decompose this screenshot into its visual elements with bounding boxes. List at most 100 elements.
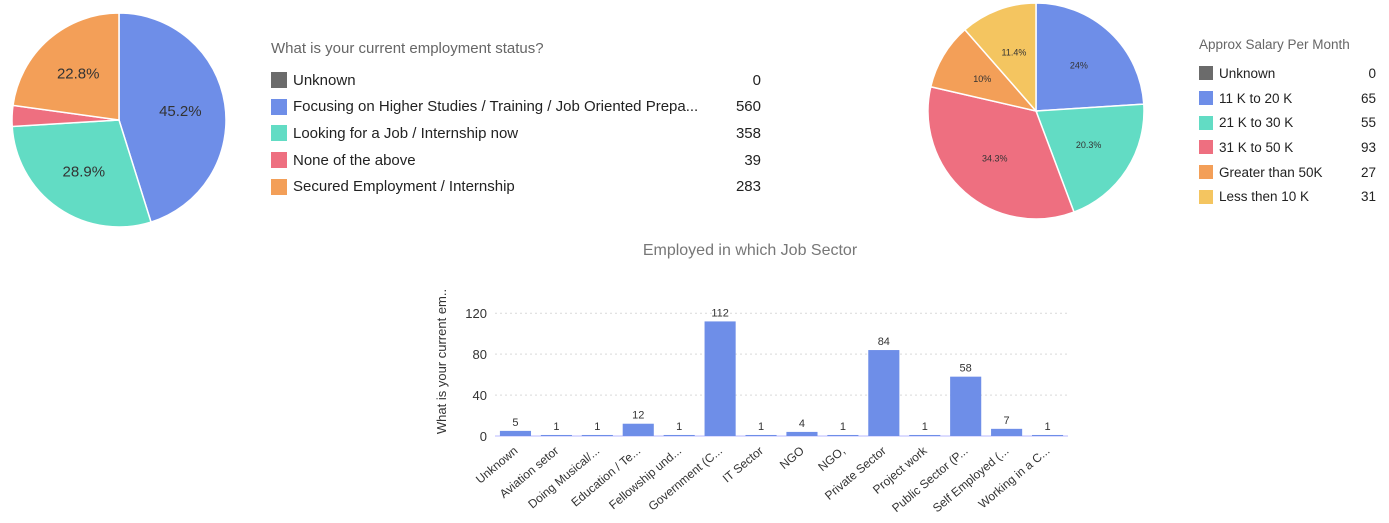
salary-legend-item[interactable]: 31 K to 50 K 93 (1199, 135, 1379, 160)
employment-status-legend-item[interactable]: None of the above 39 (271, 147, 761, 174)
salary-legend-item[interactable]: Greater than 50K 27 (1199, 160, 1379, 185)
bar-value-label: 12 (632, 410, 644, 422)
salary-legend-value: 31 (1360, 189, 1376, 205)
salary-slice-label-31-k-to-50-k: 34.3% (982, 153, 1008, 163)
salary-legend-swatch (1199, 165, 1213, 180)
salary-legend-title: Approx Salary Per Month (1199, 37, 1350, 52)
bar-value-label: 112 (711, 307, 729, 319)
salary-legend-value: 0 (1368, 65, 1376, 81)
employment-status-legend-value: 0 (752, 71, 761, 89)
salary-legend-label: 21 K to 30 K (1219, 115, 1294, 131)
bar-value-label: 1 (1044, 421, 1050, 433)
salary-slice-less-then-10-k[interactable] (963, 2, 1037, 113)
bar-value-label: 1 (553, 421, 559, 433)
salary-legend: Approx Salary Per Month Unknown 0 11 K to … (1199, 37, 1379, 209)
job-sector-bar-chart-panel: Employed in which Job Sector What is your… (420, 228, 1100, 518)
salary-slice-11-k-to-20-k[interactable] (1035, 2, 1145, 112)
employment-status-slice-secured-employment-internship[interactable] (12, 12, 120, 121)
employment-status-legend: What is your current employment status? … (271, 40, 761, 200)
employment-status-slice-label-secured-employment-internship: 22.8% (57, 65, 100, 82)
bar-value-label: 1 (758, 421, 764, 433)
bar-value-label: 1 (594, 421, 600, 433)
salary-slice-label-21-k-to-30-k: 20.3% (1076, 140, 1102, 150)
employment-status-legend-value: 283 (735, 178, 761, 196)
salary-legend-swatch (1199, 66, 1213, 81)
employment-status-legend-item[interactable]: Secured Employment / Internship 283 (271, 173, 761, 200)
salary-legend-item[interactable]: 11 K to 20 K 65 (1199, 86, 1379, 111)
job-sector-bar-chart: Employed in which Job Sector What is your… (434, 242, 1068, 515)
bar-working-in-a-c[interactable] (1031, 434, 1064, 436)
employment-status-legend-swatch (271, 72, 287, 89)
bar-chart-ylabel: What is your current em.. (434, 289, 449, 434)
employment-status-legend-label: None of the above (293, 151, 416, 169)
salary-legend-item[interactable]: Unknown 0 (1199, 61, 1379, 86)
bar-it-sector[interactable] (745, 434, 777, 436)
employment-status-pie: 45.2% 28.9% 22.8% (11, 12, 227, 228)
y-tick-label: 40 (473, 388, 487, 403)
salary-legend-item[interactable]: Less then 10 K 31 (1199, 184, 1379, 209)
employment-status-slice-focusing-on-higher-studies-training-job-oriented-prepa[interactable] (118, 12, 227, 224)
employment-status-legend-swatch (271, 125, 287, 142)
bar-education-te[interactable] (622, 423, 654, 436)
bar-unknown[interactable] (499, 430, 532, 436)
bar-project-work[interactable] (909, 434, 941, 436)
employment-status-legend-swatch (271, 98, 287, 115)
salary-legend-label: 11 K to 20 K (1219, 90, 1293, 106)
salary-legend-value: 93 (1360, 139, 1376, 155)
bar-government-c[interactable] (704, 321, 736, 436)
employment-status-slice-label-focusing-on-higher-studies-training-job-oriented-prepa: 45.2% (159, 103, 202, 120)
employment-status-legend-item[interactable]: Focusing on Higher Studies / Training / … (271, 94, 761, 121)
bar-ngo[interactable] (786, 431, 818, 436)
salary-slice-21-k-to-30-k[interactable] (1034, 103, 1145, 214)
salary-slice-label-11-k-to-20-k: 24% (1070, 60, 1088, 70)
bar-value-label: 5 (512, 417, 518, 429)
employment-status-pie-panel: 45.2% 28.9% 22.8% (0, 0, 240, 240)
salary-legend-label: Less then 10 K (1219, 189, 1310, 205)
salary-legend-label: Unknown (1219, 65, 1276, 81)
employment-status-legend-label: Secured Employment / Internship (293, 178, 515, 196)
bar-public-sector-p[interactable] (950, 376, 982, 436)
salary-pie-panel: 24% 20.3% 34.3% 10% 11.4% (920, 0, 1160, 230)
salary-slice-label-less-then-10-k: 11.4% (1002, 48, 1027, 58)
employment-status-legend-value: 39 (744, 151, 761, 169)
x-tick-label: NGO (777, 444, 807, 472)
bar-value-label: 1 (922, 421, 928, 433)
bar-chart-title: Employed in which Job Sector (643, 242, 858, 259)
salary-legend-swatch (1199, 189, 1213, 204)
bar-value-label: 4 (799, 418, 805, 430)
bar-private-sector[interactable] (868, 350, 900, 436)
employment-status-slice-looking-for-a-job-internship-now[interactable] (11, 119, 152, 228)
salary-legend-item[interactable]: 21 K to 30 K 55 (1199, 110, 1379, 135)
employment-status-legend-item[interactable]: Unknown 0 (271, 67, 761, 94)
bar-value-label: 1 (676, 421, 682, 433)
salary-legend-swatch (1199, 91, 1213, 106)
employment-status-legend-label: Looking for a Job / Internship now (293, 124, 519, 142)
salary-slice-31-k-to-50-k[interactable] (927, 85, 1075, 220)
bar-aviation-setor[interactable] (540, 434, 572, 436)
employment-status-legend-item[interactable]: Looking for a Job / Internship now 358 (271, 120, 761, 147)
bar-value-label: 58 (960, 363, 972, 375)
salary-legend-value: 65 (1360, 90, 1376, 106)
salary-slice-label-greater-than-50k: 10% (973, 74, 991, 84)
bar-doing-musical[interactable] (581, 434, 613, 436)
employment-status-slice-label-looking-for-a-job-internship-now: 28.9% (63, 163, 106, 180)
bar-self-employed[interactable] (991, 428, 1023, 436)
salary-legend-value: 55 (1360, 115, 1376, 131)
bar-value-label: 1 (840, 421, 846, 433)
x-tick-label: Doing Musical/... (525, 444, 602, 512)
employment-status-legend-label: Focusing on Higher Studies / Training / … (293, 98, 699, 116)
salary-legend-swatch (1199, 140, 1213, 155)
salary-legend-swatch (1199, 115, 1213, 130)
salary-legend-value: 27 (1360, 164, 1376, 180)
employment-status-legend-title: What is your current employment status? (271, 40, 544, 57)
x-tick-label: Government (C... (646, 444, 725, 514)
x-tick-label: Working in a C... (976, 444, 1053, 512)
employment-status-legend-value: 358 (735, 124, 761, 142)
bar-ngo[interactable] (827, 434, 859, 436)
y-tick-label: 80 (473, 347, 487, 362)
bar-fellowship-und[interactable] (663, 434, 695, 436)
bar-value-label: 7 (1004, 415, 1010, 427)
employment-status-legend-value: 560 (735, 98, 761, 116)
salary-legend-label: 31 K to 50 K (1219, 139, 1294, 155)
x-tick-label: Education / Te... (568, 444, 643, 510)
